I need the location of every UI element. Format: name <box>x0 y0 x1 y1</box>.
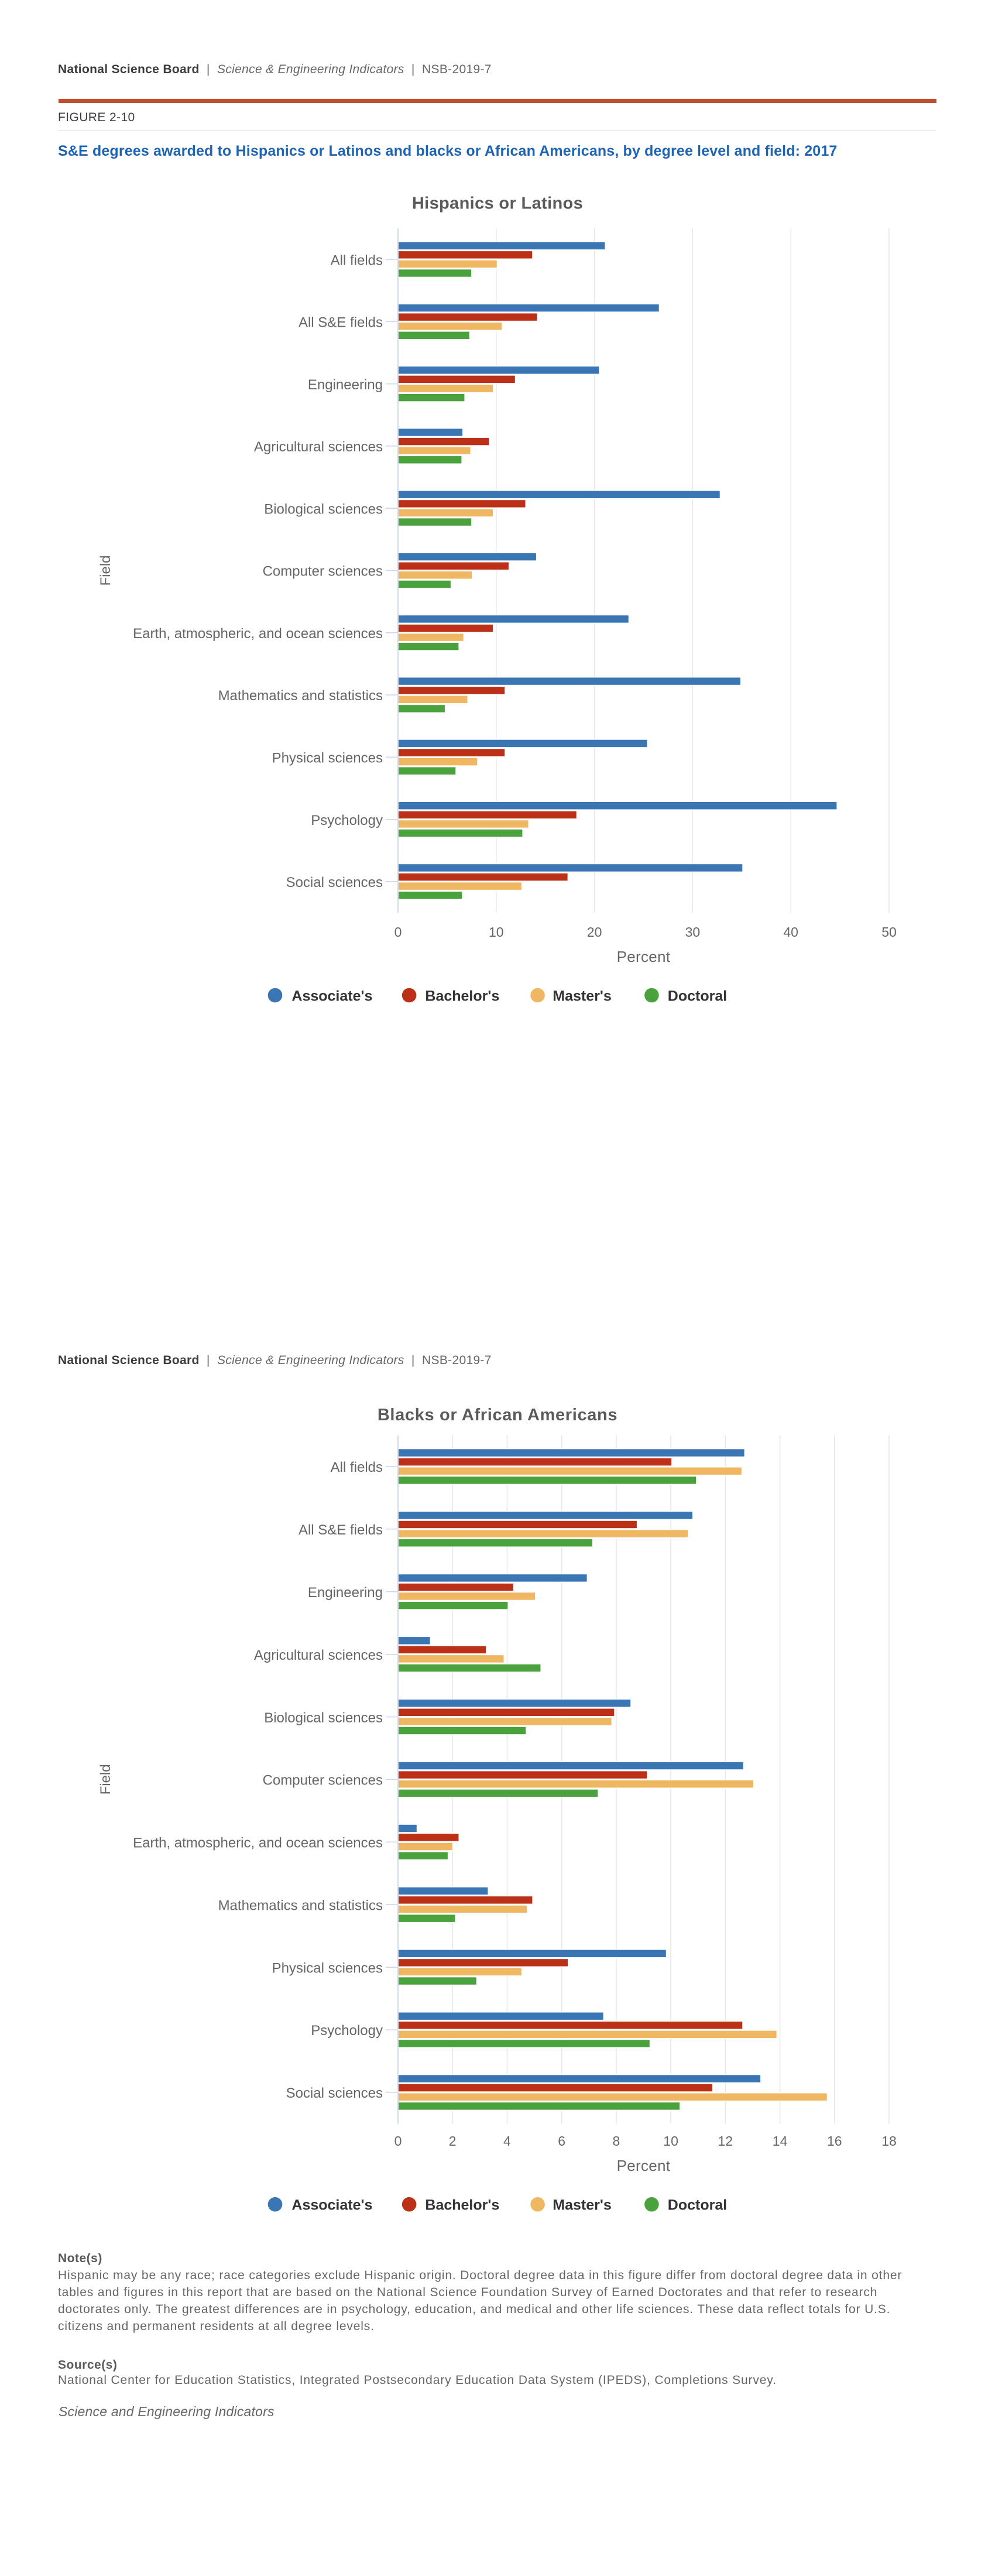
svg-text:Doctoral: Doctoral <box>668 2197 727 2214</box>
svg-text:Psychology: Psychology <box>311 813 383 828</box>
svg-text:Physical sciences: Physical sciences <box>272 751 383 766</box>
svg-text:Social sciences: Social sciences <box>286 875 383 890</box>
svg-text:10: 10 <box>489 924 504 940</box>
svg-text:Social sciences: Social sciences <box>286 2085 383 2101</box>
svg-text:Earth, atmospheric, and ocean: Earth, atmospheric, and ocean sciences <box>133 626 383 642</box>
svg-text:Engineering: Engineering <box>308 1585 383 1601</box>
svg-text:16: 16 <box>827 2133 842 2149</box>
svg-text:Physical sciences: Physical sciences <box>272 1960 383 1976</box>
svg-text:Psychology: Psychology <box>311 2023 383 2039</box>
svg-text:Percent: Percent <box>617 948 671 965</box>
svg-text:Bachelor's: Bachelor's <box>425 2197 499 2214</box>
svg-text:Percent: Percent <box>617 2157 671 2174</box>
svg-text:18: 18 <box>881 2133 897 2149</box>
svg-text:Field: Field <box>98 555 114 585</box>
svg-text:Associate's: Associate's <box>291 988 372 1005</box>
svg-text:20: 20 <box>587 924 602 940</box>
svg-text:40: 40 <box>783 924 798 940</box>
svg-text:30: 30 <box>685 924 701 940</box>
svg-text:Biological sciences: Biological sciences <box>264 501 383 517</box>
svg-text:10: 10 <box>663 2133 678 2149</box>
svg-text:Bachelor's: Bachelor's <box>425 988 499 1005</box>
svg-text:12: 12 <box>718 2133 733 2149</box>
svg-text:4: 4 <box>503 2133 511 2149</box>
svg-text:Doctoral: Doctoral <box>668 988 727 1005</box>
svg-text:Computer sciences: Computer sciences <box>263 564 383 580</box>
svg-text:14: 14 <box>773 2133 788 2149</box>
svg-text:All S&E fields: All S&E fields <box>298 315 383 331</box>
svg-text:Associate's: Associate's <box>291 2197 372 2214</box>
svg-text:All S&E fields: All S&E fields <box>298 1522 383 1538</box>
svg-text:Mathematics and statistics: Mathematics and statistics <box>218 688 383 704</box>
svg-text:Blacks or African Americans: Blacks or African Americans <box>378 1406 617 1424</box>
svg-text:6: 6 <box>558 2133 565 2149</box>
svg-text:Master's: Master's <box>553 2197 611 2214</box>
svg-text:0: 0 <box>394 2133 402 2149</box>
svg-text:All fields: All fields <box>331 1460 383 1475</box>
svg-text:Earth, atmospheric, and ocean: Earth, atmospheric, and ocean sciences <box>133 1835 383 1851</box>
svg-text:0: 0 <box>394 924 402 940</box>
svg-text:Computer sciences: Computer sciences <box>263 1773 383 1789</box>
svg-text:50: 50 <box>881 924 897 940</box>
svg-text:2: 2 <box>449 2133 457 2149</box>
svg-text:Engineering: Engineering <box>308 377 383 393</box>
svg-text:All fields: All fields <box>331 252 383 268</box>
svg-text:Field: Field <box>98 1764 114 1794</box>
svg-text:Mathematics and statistics: Mathematics and statistics <box>218 1897 383 1913</box>
svg-text:Agricultural sciences: Agricultural sciences <box>254 439 383 455</box>
svg-text:Hispanics or Latinos: Hispanics or Latinos <box>412 194 583 213</box>
svg-text:8: 8 <box>613 2133 620 2149</box>
svg-text:Biological sciences: Biological sciences <box>264 1710 383 1726</box>
svg-text:Agricultural sciences: Agricultural sciences <box>254 1647 383 1663</box>
svg-text:Master's: Master's <box>553 988 611 1005</box>
